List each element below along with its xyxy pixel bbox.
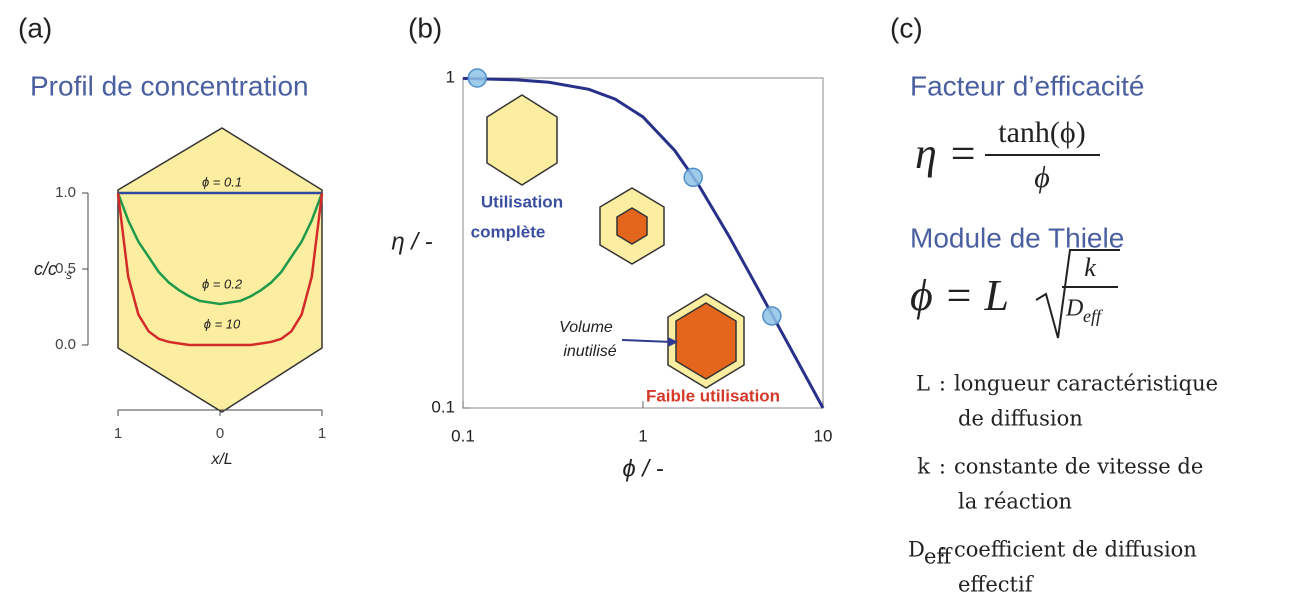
y-tick-label: 1.0 [55, 184, 76, 201]
def-symbol: k [917, 455, 930, 479]
annotation: Volume [559, 319, 613, 336]
annotation: complète [471, 222, 546, 241]
data-point [762, 306, 782, 326]
def-text: coefficient de diffusion [954, 538, 1197, 562]
x-tick-label: 1 [318, 425, 326, 442]
series-label: ϕ = 0.1 [202, 174, 242, 189]
arrow [621, 339, 673, 343]
panel-title: Module de Thiele [910, 222, 1124, 253]
y-tick-label: 0.0 [55, 336, 76, 353]
x-tick-label: 0 [216, 425, 224, 442]
hexagon [117, 127, 323, 413]
panel-label: (b) [408, 12, 442, 43]
def-symbol-sub: eff [924, 545, 953, 569]
data-point [467, 68, 488, 88]
definitions: L: longueur caractéristique de diffusion k:… [908, 372, 1218, 597]
equation-numerator: k [1084, 253, 1096, 282]
data-point [683, 167, 703, 188]
hexagon-core [616, 207, 648, 245]
def-sep: : [939, 372, 946, 396]
def-symbol: D [908, 538, 925, 562]
x-label: ϕ / - [622, 455, 663, 482]
y-label: η / - [391, 228, 432, 255]
equation-lhs: η = [915, 129, 978, 178]
panel-title: Facteur d’efficacité [910, 70, 1145, 101]
plot-a: 0.0 0.5 1.0 1 0 1 ϕ = 0.1 ϕ = 0.2 ϕ = 10 [55, 174, 326, 442]
equation-denominator: ϕ [1034, 161, 1050, 194]
annotation: inutilisé [563, 343, 616, 360]
def-text: longueur caractéristique [954, 372, 1218, 396]
hexagon-core [675, 302, 737, 380]
series-label: ϕ = 0.2 [202, 276, 243, 291]
equation-denominator: D [1065, 296, 1083, 322]
line-series [116, 192, 324, 347]
equation-lhs: ϕ = L [910, 271, 1009, 320]
x-label: x/L [210, 451, 232, 468]
series-label: ϕ = 10 [204, 316, 241, 331]
plot-b: 0.1 1 0.1 1 10 [431, 67, 832, 445]
y-tick-label: 0.1 [431, 397, 455, 416]
x-tick-label: 1 [114, 425, 122, 442]
annotation: Utilisation [481, 192, 563, 211]
def-text: effectif [958, 573, 1035, 597]
def-sep: : [939, 455, 946, 479]
panel-title: Profil de concentration [30, 70, 309, 101]
line-series [116, 192, 324, 306]
hexagon [486, 94, 558, 186]
y-label: c/c [34, 259, 57, 279]
y-tick-label: 0.5 [55, 260, 76, 277]
def-text: de diffusion [958, 407, 1083, 431]
x-tick-label: 0.1 [451, 426, 475, 445]
x-tick-label: 10 [814, 426, 833, 445]
def-sep: : [939, 538, 946, 562]
def-text: la réaction [958, 490, 1072, 514]
arrow-head [668, 337, 678, 347]
y-tick-label: 1 [446, 67, 455, 86]
annotation: Faible utilisation [646, 386, 780, 405]
equation-numerator: tanh(ϕ) [998, 116, 1085, 149]
panel-label: (a) [18, 12, 52, 43]
x-tick-label: 1 [638, 426, 647, 445]
sqrt-sign [1035, 249, 1120, 339]
y-label-sub: s [66, 268, 72, 282]
def-text: constante de vitesse de [954, 455, 1203, 479]
equation-subscript: eff [1083, 306, 1104, 326]
def-symbol: L [916, 372, 930, 396]
panel-label: (c) [890, 12, 923, 43]
